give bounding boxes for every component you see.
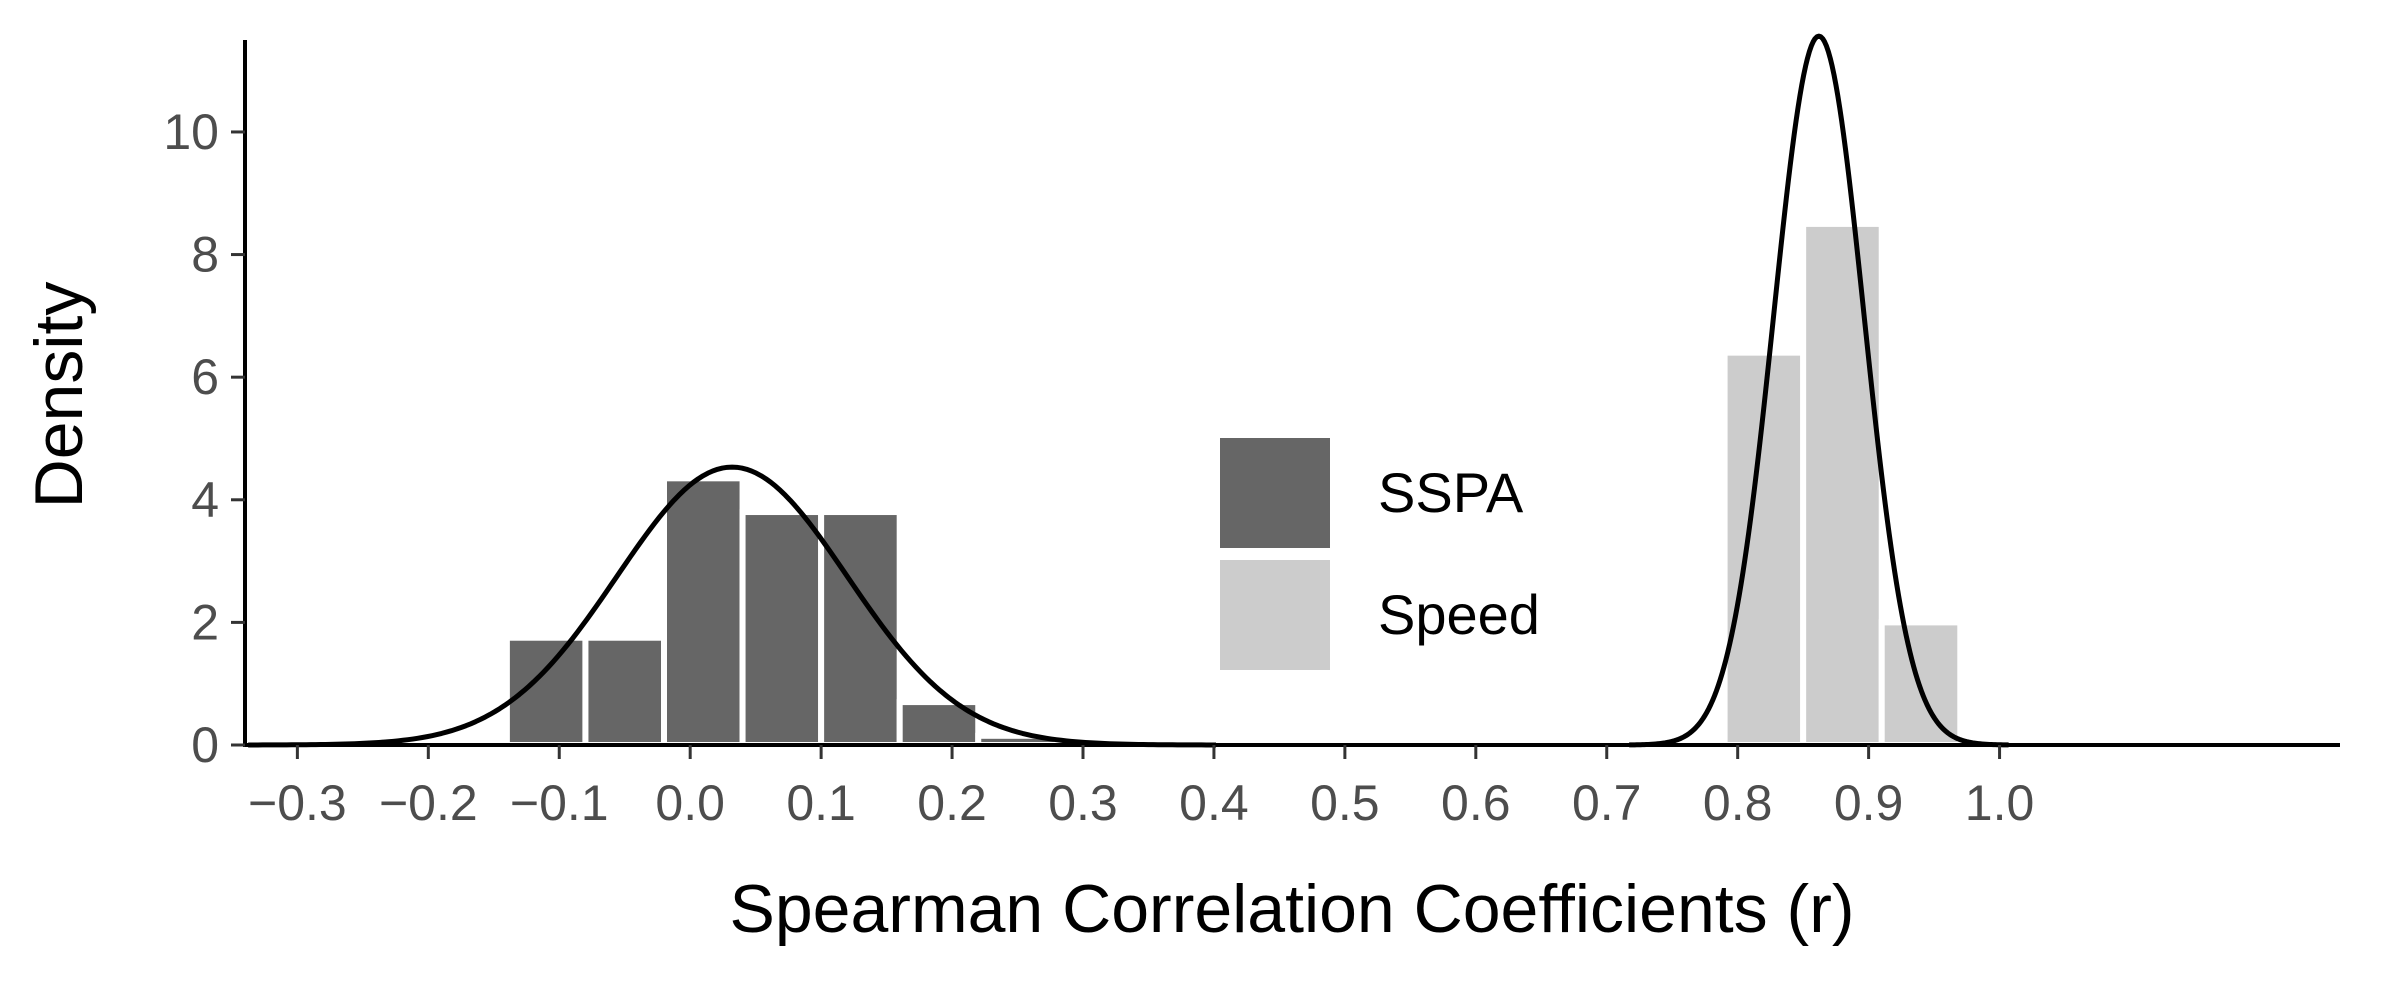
y-tick-label-3: 6 xyxy=(191,349,219,405)
x-tick-label-13: 1.0 xyxy=(1965,775,2035,831)
x-tick-label-2: −0.1 xyxy=(510,775,609,831)
y-tick-label-5: 10 xyxy=(163,104,219,160)
bar-sspa-2 xyxy=(661,475,746,748)
x-tick-label-3: 0.0 xyxy=(655,775,725,831)
x-ticks-layer: −0.3 −0.2 −0.1 0.0 0.1 0.2 0.3 0.4 0.5 0.6 0.7 0.8 0… xyxy=(248,745,2034,831)
y-tick-label-2: 4 xyxy=(191,472,219,528)
x-tick-label-9: 0.6 xyxy=(1441,775,1511,831)
x-tick-label-10: 0.7 xyxy=(1572,775,1642,831)
x-tick-label-0: −0.3 xyxy=(248,775,347,831)
x-tick-label-4: 0.1 xyxy=(786,775,856,831)
bar-sspa-3 xyxy=(739,509,825,748)
bar-sspa-0 xyxy=(503,634,589,749)
y-axis-title: Density xyxy=(21,282,97,509)
legend-key-sspa xyxy=(1220,438,1330,548)
y-tick-label-4: 8 xyxy=(191,227,219,283)
x-tick-label-12: 0.9 xyxy=(1834,775,1904,831)
bar-sspa-4 xyxy=(818,509,903,748)
y-ticks-layer: 0 2 4 6 8 10 xyxy=(163,104,245,773)
legend: SSPA Speed xyxy=(1220,438,1540,670)
bar-speed-1 xyxy=(1800,220,1885,749)
x-tick-label-5: 0.2 xyxy=(917,775,987,831)
legend-label-speed: Speed xyxy=(1378,583,1540,646)
bar-sspa-1 xyxy=(582,634,667,749)
density-curve-speed xyxy=(1628,33,2010,748)
x-tick-label-6: 0.3 xyxy=(1048,775,1118,831)
density-curves-layer xyxy=(248,33,2010,748)
x-tick-label-7: 0.4 xyxy=(1179,775,1249,831)
x-tick-label-8: 0.5 xyxy=(1310,775,1380,831)
y-tick-label-1: 2 xyxy=(191,594,219,650)
legend-key-speed xyxy=(1220,560,1330,670)
x-axis-title: Spearman Correlation Coefficients (r) xyxy=(730,871,1855,947)
x-tick-label-11: 0.8 xyxy=(1703,775,1773,831)
legend-label-sspa: SSPA xyxy=(1378,461,1524,524)
density-curve-sspa xyxy=(248,464,1217,748)
y-tick-label-0: 0 xyxy=(191,717,219,773)
x-tick-label-1: −0.2 xyxy=(379,775,478,831)
axes-layer xyxy=(243,40,2340,747)
